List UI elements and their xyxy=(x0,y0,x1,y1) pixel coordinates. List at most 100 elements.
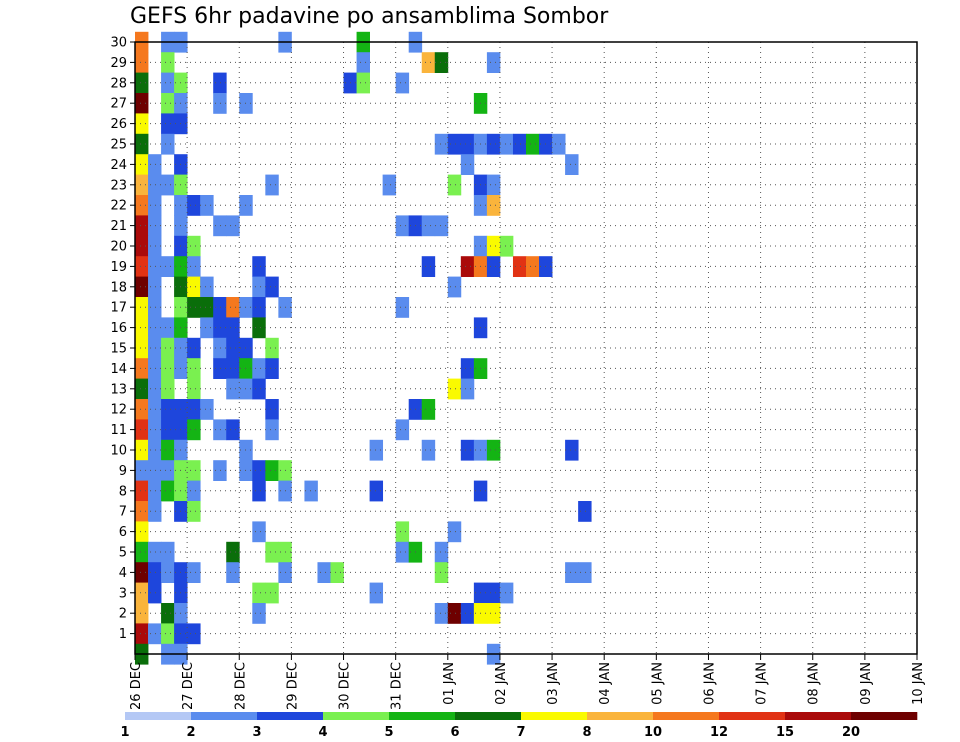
heatmap-cell xyxy=(265,276,279,298)
color-bar-label: 2 xyxy=(186,725,195,740)
heatmap-cell xyxy=(187,480,201,502)
heatmap-cell xyxy=(565,439,579,461)
heatmap-cell xyxy=(148,337,162,359)
x-tick-label: 29 DEC xyxy=(285,662,300,710)
heatmap-cell xyxy=(213,337,227,359)
heatmap-cell xyxy=(578,562,592,583)
heatmap-cell xyxy=(486,256,501,277)
heatmap-cell xyxy=(226,541,240,563)
x-tick-label: 01 JAN xyxy=(442,662,457,705)
color-bar-label: 8 xyxy=(582,725,591,740)
heatmap-cell xyxy=(187,358,201,379)
y-tick-label: 8 xyxy=(119,484,127,499)
heatmap-cell xyxy=(421,52,436,73)
heatmap-cell xyxy=(447,378,462,400)
heatmap-cell xyxy=(434,52,449,73)
heatmap-cell xyxy=(135,623,149,645)
heatmap-cell xyxy=(499,133,514,155)
heatmap-cell xyxy=(395,541,410,563)
heatmap-cell xyxy=(226,358,240,379)
color-bar-label: 15 xyxy=(776,725,794,740)
y-tick-label: 11 xyxy=(110,423,127,438)
y-tick-label: 29 xyxy=(110,56,127,71)
heatmap-cell xyxy=(421,256,436,277)
heatmap-cell xyxy=(565,562,579,583)
heatmap-cell xyxy=(460,378,475,400)
y-tick-label: 1 xyxy=(119,627,127,642)
heatmap-cell xyxy=(252,480,266,502)
x-tick-label: 27 DEC xyxy=(181,662,196,710)
heatmap-cell xyxy=(187,195,201,216)
heatmap-cell xyxy=(317,562,331,583)
color-bar-segment xyxy=(851,712,918,720)
heatmap-cell xyxy=(252,317,266,339)
y-tick-label: 13 xyxy=(110,382,127,397)
y-tick-label: 4 xyxy=(119,566,127,581)
color-bar-label: 6 xyxy=(450,725,459,740)
heatmap-cell xyxy=(161,256,175,277)
heatmap-cell xyxy=(135,419,149,441)
heatmap-cell xyxy=(135,317,149,339)
color-bar: 1 2 3 4 5 6 7 8 10 12 15 20 xyxy=(120,712,918,740)
heatmap-cell xyxy=(252,603,266,624)
heatmap-cell xyxy=(578,501,592,522)
y-tick-label: 3 xyxy=(119,586,127,601)
heatmap-cell xyxy=(135,235,149,257)
x-axis-ticks: 26 DEC 27 DEC 28 DEC 29 DEC 30 DEC 31 DEC 01 J… xyxy=(129,654,926,710)
x-tick-label: 06 JAN xyxy=(702,662,717,705)
heatmap-cell xyxy=(252,460,266,481)
heatmap-cell xyxy=(252,256,266,277)
y-tick-label: 23 xyxy=(110,178,127,193)
heatmap-cell xyxy=(135,603,149,624)
heatmap-cell xyxy=(486,174,501,196)
heatmap-cell xyxy=(213,72,227,94)
heatmap-cell xyxy=(460,256,475,277)
heatmap-cell xyxy=(135,582,149,604)
y-tick-label: 30 xyxy=(110,36,127,51)
heatmap-cell xyxy=(161,399,175,420)
color-bar-segment xyxy=(587,712,654,720)
heatmap-cell xyxy=(187,501,201,522)
heatmap-cell xyxy=(226,419,240,441)
y-tick-label: 16 xyxy=(110,321,127,336)
heatmap-cell xyxy=(421,399,436,420)
y-tick-label: 25 xyxy=(110,138,127,153)
heatmap-cell xyxy=(512,256,527,277)
heatmap-cell xyxy=(252,276,266,298)
heatmap-cell xyxy=(565,154,579,175)
x-tick-label: 04 JAN xyxy=(598,662,613,705)
y-tick-label: 14 xyxy=(110,362,127,377)
heatmap-cells xyxy=(135,31,592,665)
y-tick-label: 18 xyxy=(110,280,127,295)
heatmap-cell xyxy=(161,623,175,645)
x-tick-label: 07 JAN xyxy=(755,662,770,705)
color-bar-label: 20 xyxy=(842,725,860,740)
heatmap-cell xyxy=(187,562,201,583)
heatmap-cell xyxy=(135,72,149,94)
heatmap-cell xyxy=(213,419,227,441)
heatmap-cell xyxy=(395,215,410,237)
heatmap-cell xyxy=(187,297,201,318)
heatmap-cell xyxy=(161,133,175,155)
heatmap-cell xyxy=(135,480,149,502)
y-tick-label: 17 xyxy=(110,301,127,316)
color-bar-label: 4 xyxy=(318,725,327,740)
color-bar-segment xyxy=(257,712,324,720)
x-tick-label: 10 JAN xyxy=(911,662,926,705)
chart-title: GEFS 6hr padavine po ansamblima Sombor xyxy=(130,4,609,29)
heatmap-cell xyxy=(252,297,266,318)
heatmap-cell xyxy=(135,174,149,196)
heatmap-cell xyxy=(135,439,149,461)
heatmap-cell xyxy=(148,562,162,583)
color-bar-segment xyxy=(719,712,786,720)
heatmap-cell xyxy=(526,133,540,155)
heatmap-cell xyxy=(135,215,149,237)
color-bar-segment xyxy=(455,712,522,720)
y-tick-label: 2 xyxy=(119,607,127,622)
heatmap-cell xyxy=(200,195,214,216)
heatmap-cell xyxy=(148,174,162,196)
heatmap-cell xyxy=(382,174,397,196)
heatmap-cell xyxy=(187,399,201,420)
color-bar-label: 7 xyxy=(516,725,525,740)
